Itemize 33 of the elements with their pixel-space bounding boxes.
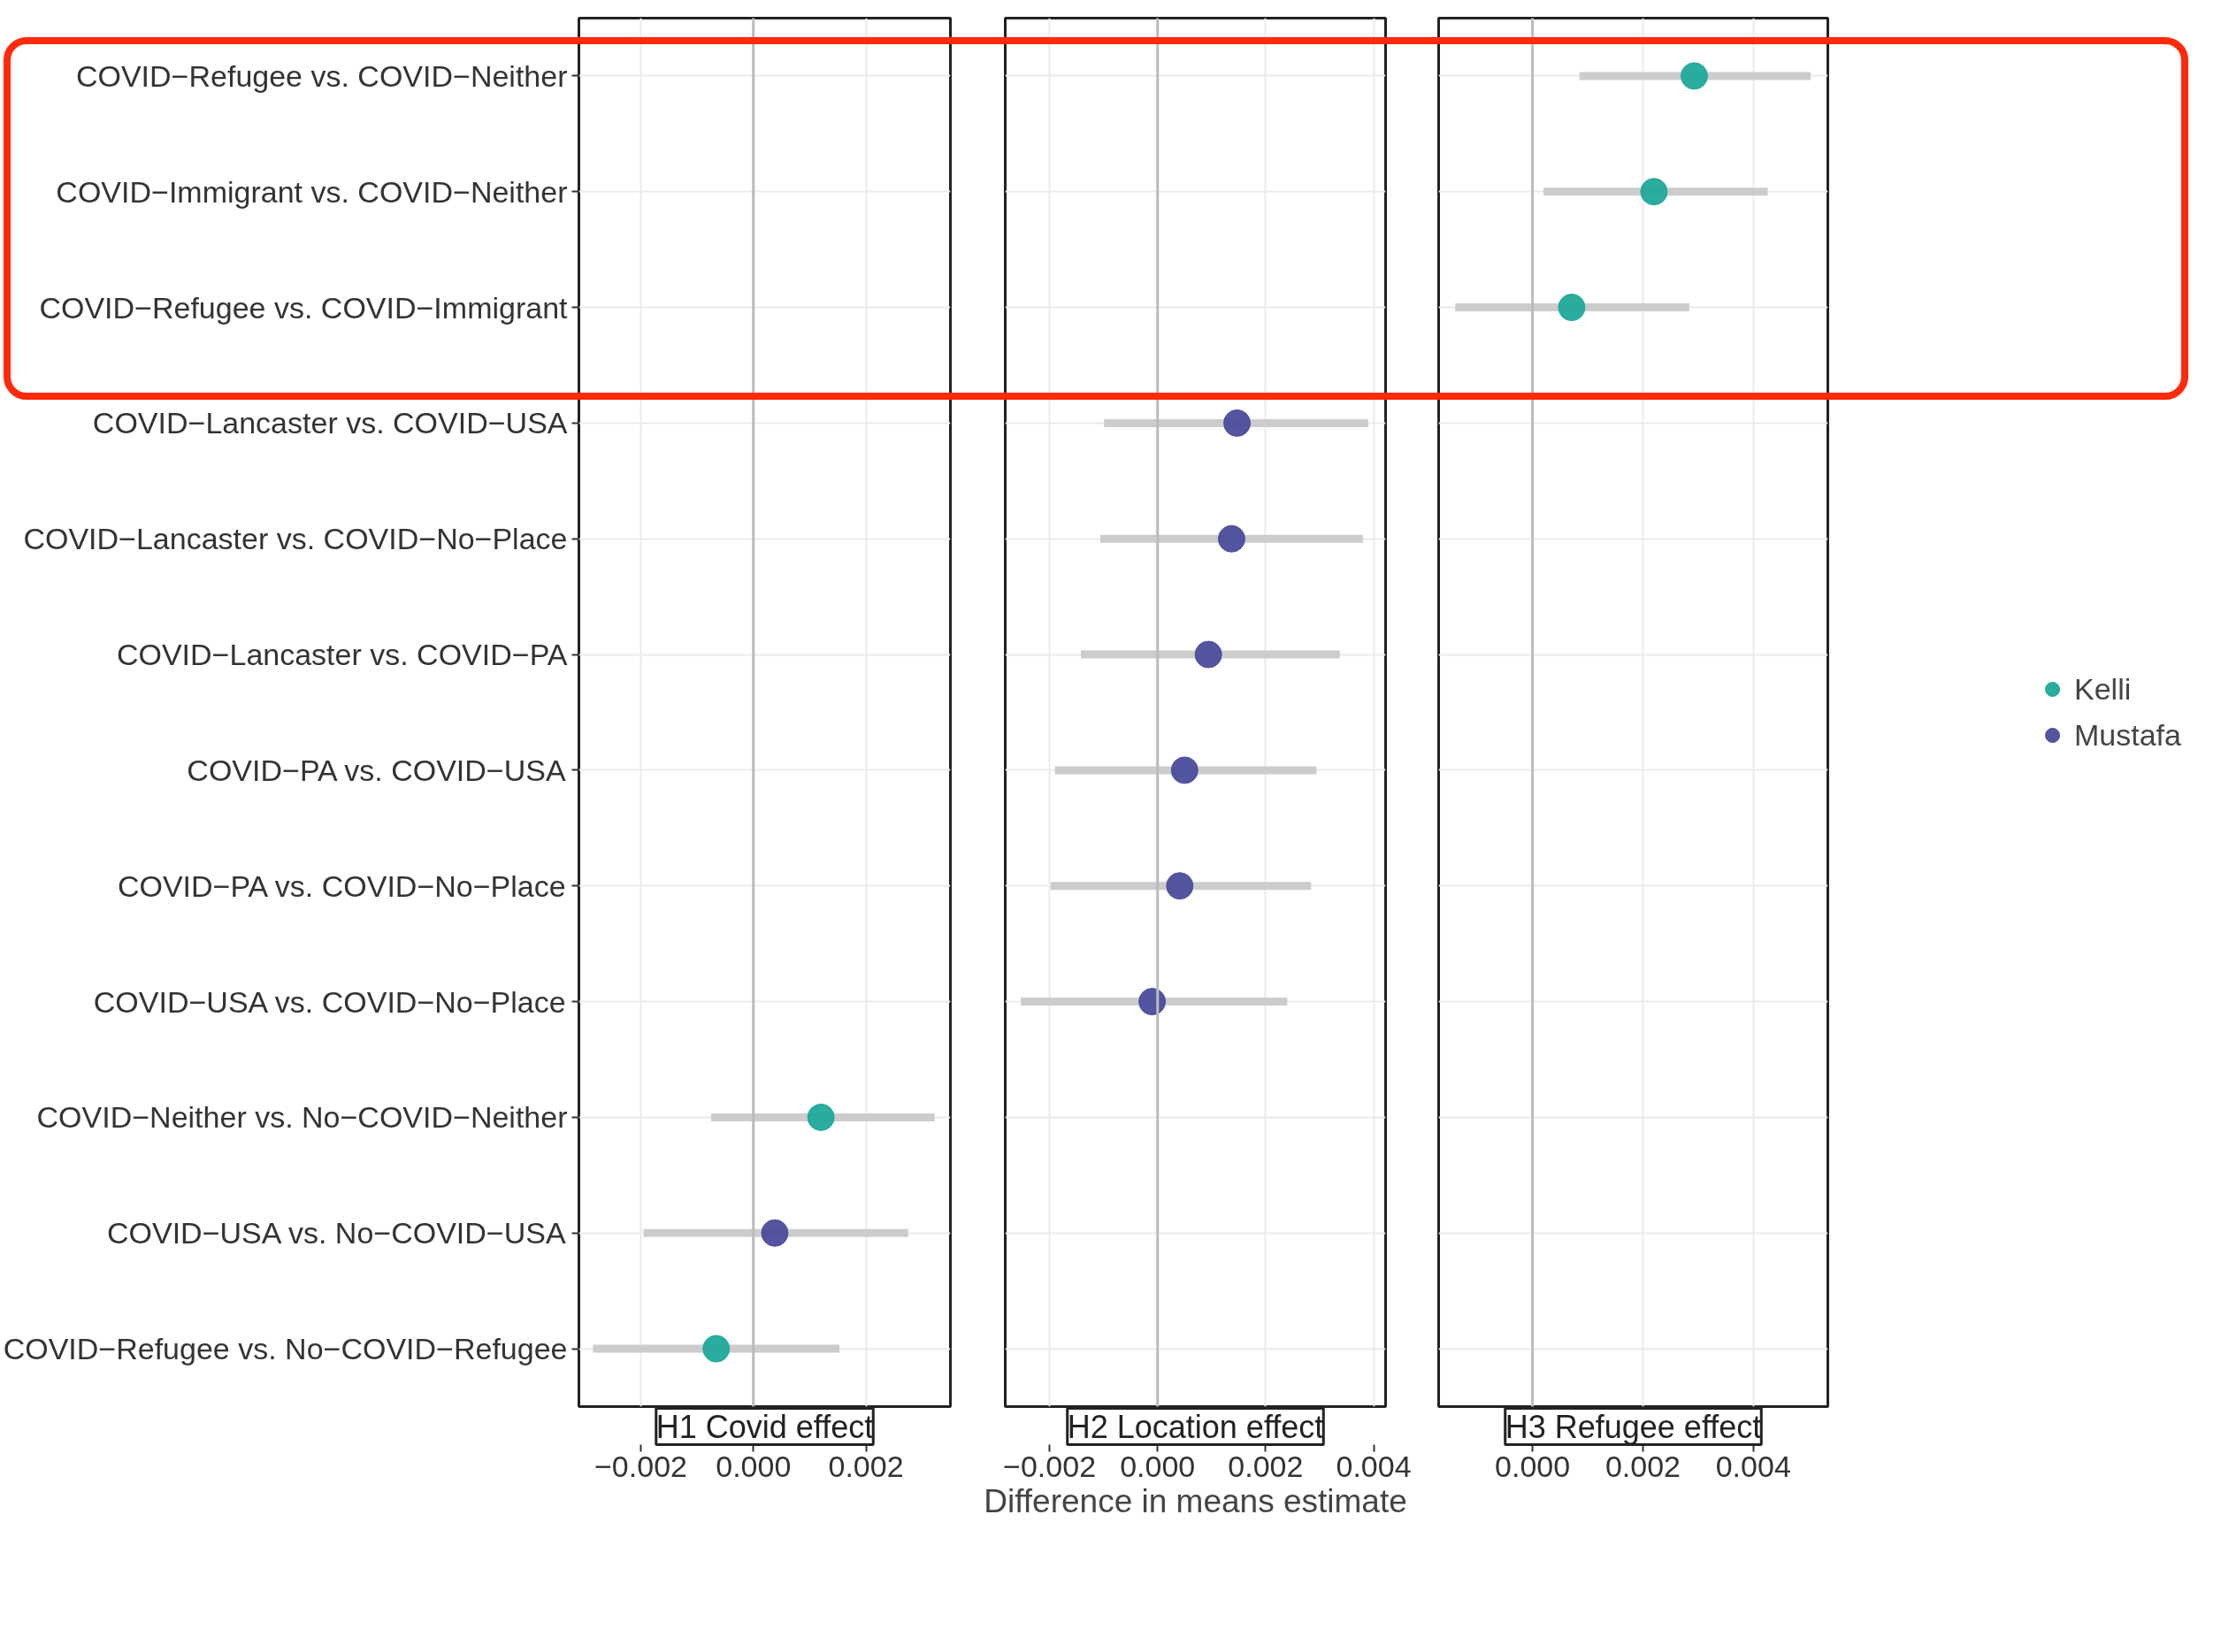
y-tick-label: COVID−Refugee vs. No−COVID−Refugee xyxy=(3,1332,568,1366)
text: H3 Refugee effect xyxy=(1505,1408,1762,1445)
legend-label: Kelli xyxy=(2074,671,2132,707)
x-tick-label: 0.004 xyxy=(1336,1449,1412,1483)
y-tick-label: COVID−USA vs. COVID−No−Place xyxy=(93,984,566,1019)
x-axis-title: Difference in means estimate xyxy=(984,1482,1407,1519)
y-tick-label: COVID−PA vs. COVID−USA xyxy=(187,753,566,787)
x-tick-label: −0.002 xyxy=(594,1449,687,1483)
x-tick-label: 0.002 xyxy=(1604,1449,1681,1483)
x-tick-label: 0.004 xyxy=(1715,1449,1791,1483)
y-tick-label: COVID−Lancaster vs. COVID−No−Place xyxy=(23,522,568,556)
x-tick-label: 0.000 xyxy=(1120,1449,1196,1483)
y-tick-label: COVID−Immigrant vs. COVID−Neither xyxy=(56,174,568,209)
y-tick-label: COVID−Lancaster vs. COVID−PA xyxy=(116,638,568,672)
x-tick-label: 0.000 xyxy=(1495,1449,1571,1483)
x-tick-label: 0.002 xyxy=(1228,1449,1304,1483)
text: H1 Covid effect xyxy=(655,1408,874,1445)
y-tick-label: COVID−Refugee vs. COVID−Neither xyxy=(75,58,568,93)
x-tick-label: 0.002 xyxy=(828,1449,904,1483)
point xyxy=(1217,524,1245,553)
y-tick-label: COVID−Neither vs. No−COVID−Neither xyxy=(36,1100,568,1135)
point xyxy=(1170,756,1199,784)
y-tick-label: COVID−USA vs. No−COVID−USA xyxy=(106,1216,566,1250)
point xyxy=(1166,872,1194,900)
legend-label: Mustafa xyxy=(2074,717,2181,753)
point xyxy=(1223,409,1252,437)
text: H2 Location effect xyxy=(1067,1408,1324,1445)
y-tick-label: COVID−Refugee vs. COVID−Immigrant xyxy=(39,290,569,325)
x-tick-label: 0.000 xyxy=(716,1449,792,1483)
point xyxy=(1194,640,1222,669)
y-tick-label: COVID−PA vs. COVID−No−Place xyxy=(117,868,566,903)
x-tick-label: −0.002 xyxy=(1003,1449,1097,1483)
y-tick-label: COVID−Lancaster vs. COVID−USA xyxy=(92,406,568,440)
